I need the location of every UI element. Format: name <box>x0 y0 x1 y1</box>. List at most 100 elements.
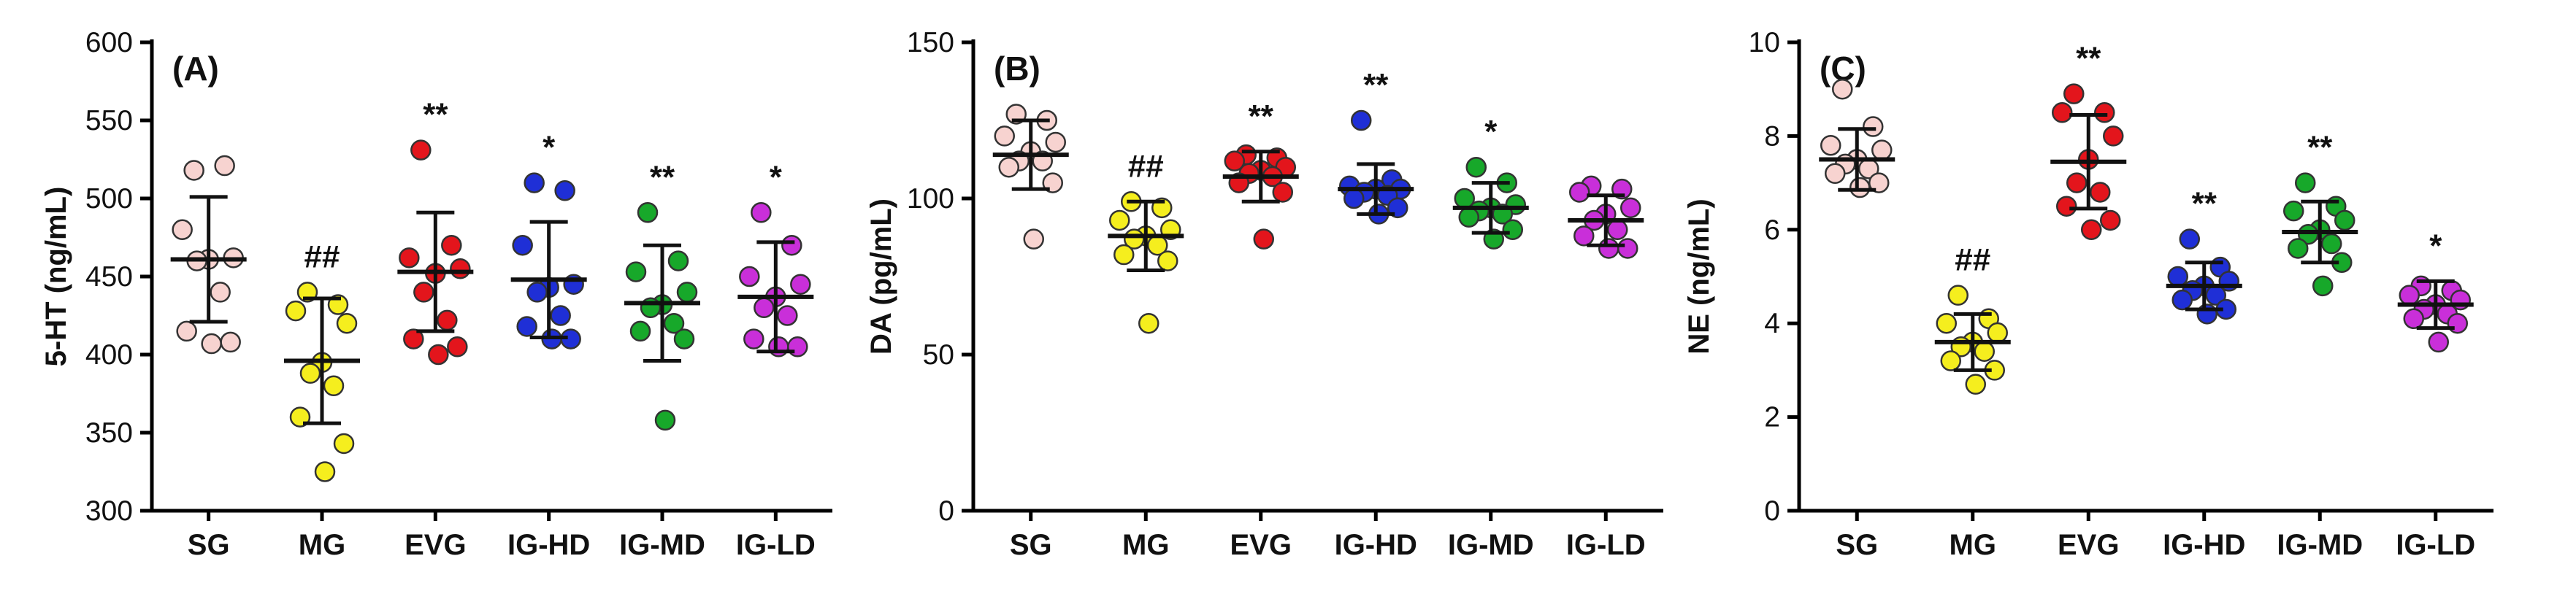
data-point <box>2399 285 2420 306</box>
data-point <box>2403 308 2424 330</box>
data-point <box>1987 322 2008 344</box>
x-tick-label: EVG <box>405 529 466 561</box>
data-point <box>2312 275 2334 297</box>
x-tick-label: EVG <box>1230 529 1292 561</box>
significance-label: ## <box>304 239 340 274</box>
data-point <box>1936 312 1957 334</box>
group-sg <box>170 155 247 355</box>
data-point <box>1224 150 1245 171</box>
data-point <box>512 234 533 256</box>
data-point <box>2283 200 2304 222</box>
data-point <box>2288 238 2309 259</box>
data-point <box>768 336 789 358</box>
data-point <box>2063 83 2085 104</box>
significance-label: ** <box>1249 98 1274 134</box>
data-point <box>1871 139 1893 161</box>
data-point <box>1820 134 1841 156</box>
group-sg <box>992 104 1069 250</box>
data-point <box>2298 223 2319 245</box>
significance-label: * <box>1484 114 1498 150</box>
data-point <box>663 312 685 334</box>
data-point <box>787 336 808 358</box>
data-point <box>437 309 458 331</box>
data-point <box>2295 172 2316 193</box>
group-mg: ## <box>1108 148 1184 334</box>
data-point <box>1863 116 1884 137</box>
significance-label: ## <box>1955 242 1990 278</box>
y-tick-label: 450 <box>85 261 133 293</box>
data-point <box>1620 197 1641 219</box>
data-point <box>1947 285 1969 306</box>
data-point <box>336 312 358 334</box>
data-point <box>413 282 434 303</box>
data-point <box>2094 102 2115 123</box>
x-tick-label: IG-HD <box>507 529 590 561</box>
data-point <box>447 336 468 358</box>
data-point <box>2052 102 2073 123</box>
data-point <box>2081 219 2102 241</box>
group-evg: ** <box>1222 98 1299 250</box>
panel-label: (A) <box>172 50 219 88</box>
x-tick-label: SG <box>188 529 230 561</box>
significance-label: * <box>770 159 783 195</box>
data-point <box>1832 78 1853 100</box>
x-tick-label: EVG <box>2058 529 2119 561</box>
data-point <box>777 305 798 326</box>
data-point <box>403 328 424 349</box>
data-point <box>2167 266 2188 287</box>
data-point <box>516 316 537 337</box>
x-tick-label: IG-LD <box>1566 529 1646 561</box>
data-point <box>524 172 545 193</box>
significance-label: ** <box>2307 130 2333 166</box>
x-tick-label: SG <box>1836 529 1878 561</box>
data-point <box>754 297 775 319</box>
y-tick-label: 600 <box>85 27 133 58</box>
y-axis-title: 5-HT (ng/mL) <box>40 187 72 367</box>
group-ig-md: ** <box>2282 130 2358 297</box>
data-point <box>2196 304 2217 325</box>
data-point <box>781 234 802 256</box>
y-tick-label: 150 <box>907 27 954 58</box>
data-point <box>1573 225 1595 247</box>
data-point <box>2428 331 2449 353</box>
panel-1: 300 350 400 450 500 550 600 5-HT (ng/mL) (A) SG MG… <box>40 27 832 561</box>
y-tick-label: 100 <box>907 183 954 215</box>
data-point <box>1825 163 1846 185</box>
data-point <box>2334 209 2355 231</box>
data-point <box>751 202 772 223</box>
data-point <box>441 234 462 256</box>
data-point <box>667 250 689 271</box>
data-point <box>1465 156 1487 178</box>
data-point <box>1045 131 1066 153</box>
x-tick-label: MG <box>299 529 345 561</box>
data-point <box>183 160 204 181</box>
panel-2: 0 50 100 150 DA (pg/mL) (B) SG MG EVG IG-HD IG-MD I… <box>865 27 1663 561</box>
x-tick-label: IG-LD <box>2396 529 2475 561</box>
x-tick-label: MG <box>1122 529 1169 561</box>
data-point <box>2066 172 2088 193</box>
panel-label: (B) <box>994 50 1040 88</box>
y-axis-title: NE (ng/mL) <box>1683 198 1715 354</box>
y-tick-label: 0 <box>938 495 954 527</box>
group-ig-ld: * <box>737 159 814 358</box>
group-ig-hd: * <box>510 130 587 349</box>
x-tick-label: IG-LD <box>736 529 816 561</box>
group-evg: ** <box>397 97 474 366</box>
data-point <box>1569 182 1590 203</box>
data-point <box>743 328 764 349</box>
data-point <box>2171 289 2193 311</box>
y-tick-label: 4 <box>1764 308 1780 339</box>
data-point <box>2179 228 2200 250</box>
y-tick-label: 8 <box>1764 120 1780 152</box>
data-point <box>1965 374 1986 395</box>
data-point <box>739 266 760 287</box>
x-tick-label: SG <box>1010 529 1052 561</box>
data-point <box>410 139 432 161</box>
group-mg: ## <box>284 239 360 482</box>
data-point <box>1253 228 1274 250</box>
y-tick-label: 2 <box>1764 402 1780 433</box>
data-point <box>526 282 548 303</box>
data-point <box>1940 350 1961 371</box>
data-point <box>1113 244 1135 266</box>
data-point <box>654 409 676 431</box>
